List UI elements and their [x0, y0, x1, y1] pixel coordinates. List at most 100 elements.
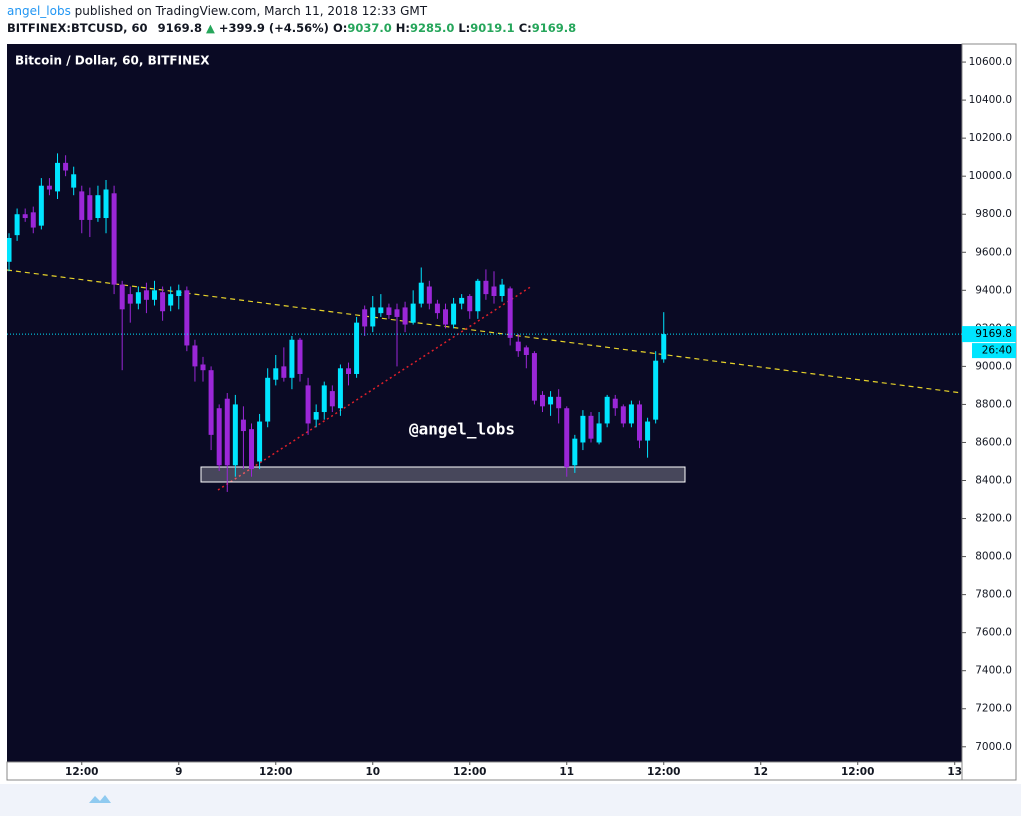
ohlc-value: 9037.0 [347, 21, 392, 35]
x-tick-label: 10 [365, 766, 380, 778]
candle-body [103, 189, 109, 219]
trend-line [7, 269, 962, 394]
candle-body [152, 290, 158, 300]
candle-body [281, 366, 287, 378]
candle-body [265, 377, 271, 422]
candle-body [135, 292, 141, 304]
y-tick-label: 7200.0 [975, 703, 1012, 715]
x-tick-label: 9 [175, 766, 182, 778]
chart-title: Bitcoin / Dollar, 60, BITFINEX [15, 54, 210, 68]
y-tick-label: 9600.0 [975, 246, 1012, 258]
candle-body [22, 214, 28, 219]
x-tick-label: 12:00 [453, 766, 486, 778]
logo [89, 795, 111, 803]
candle-body [459, 297, 465, 304]
y-tick-label: 8800.0 [975, 398, 1012, 410]
candle-body [370, 307, 376, 327]
published: published on TradingView.com, March 11, … [74, 4, 428, 18]
annotation: @angel_lobs [409, 420, 515, 439]
candle-body [289, 339, 295, 378]
y-tick-label: 10600.0 [969, 56, 1012, 68]
candle-body [273, 368, 279, 380]
y-tick-label: 9400.0 [975, 284, 1012, 296]
x-tick-label: 12 [753, 766, 768, 778]
x-tick-label: 12:00 [647, 766, 680, 778]
candle-body [7, 238, 12, 262]
candle-body [442, 309, 448, 325]
candle-body [483, 280, 489, 295]
candle-body [661, 334, 667, 360]
y-tick-label: 7000.0 [975, 741, 1012, 753]
candle-body [257, 421, 263, 462]
candle-body [531, 353, 537, 401]
footer [0, 784, 1021, 816]
y-tick-label: 10000.0 [969, 170, 1012, 182]
candle-body [580, 415, 586, 443]
candle-body [539, 394, 545, 407]
ohlc-value: 9169.8 [531, 21, 577, 35]
candle-body [636, 404, 642, 441]
candle-body [297, 339, 303, 374]
chart: Bitcoin / Dollar, 60, BITFINEX @angel_lo… [6, 43, 1017, 781]
x-tick-label: 13 [947, 766, 962, 778]
candle-body [240, 419, 246, 432]
candle-body [346, 368, 352, 374]
arrow: ▲ [205, 21, 215, 35]
candle-body [176, 290, 182, 297]
candle-body [63, 162, 69, 171]
candle-body [499, 284, 505, 297]
candle-body [232, 404, 238, 466]
candle-body [564, 408, 570, 468]
y-tick-label: 9800.0 [975, 208, 1012, 220]
candle-body [30, 212, 36, 228]
x-tick-label: 11 [559, 766, 574, 778]
candle-body [38, 185, 44, 226]
candle-body [362, 309, 368, 327]
candle-body [572, 438, 578, 466]
candle-body [418, 282, 424, 304]
candle-body [143, 290, 149, 300]
candle-body [168, 294, 174, 306]
countdown: 26:40 [982, 345, 1012, 357]
candle-body [160, 292, 166, 312]
publish-line: angel_lobs published on TradingView.com,… [7, 4, 427, 18]
candle-body [556, 396, 562, 409]
candle-body [596, 423, 602, 443]
candle-body [46, 185, 52, 190]
candle-body [321, 385, 327, 413]
countdown-box [972, 343, 1016, 359]
candle-body [612, 398, 618, 409]
x-tick-label: 12:00 [65, 766, 98, 778]
candle-body [224, 398, 230, 466]
candle-body [71, 174, 77, 188]
candle-body [305, 385, 311, 424]
candle-body [378, 307, 384, 314]
candle-body [313, 412, 319, 420]
candle-body [628, 404, 634, 424]
candle-body [386, 307, 392, 316]
candle-body [604, 396, 610, 424]
support-zone [200, 466, 686, 483]
y-tick-label: 7800.0 [975, 589, 1012, 601]
candle-body [55, 162, 61, 192]
candle-body [645, 421, 651, 441]
candle-body [249, 429, 255, 470]
candle-body [451, 303, 457, 325]
candle-body [119, 284, 125, 310]
candle-body [402, 307, 408, 325]
y-tick-label: 7400.0 [975, 665, 1012, 677]
x-tick-label: 12:00 [841, 766, 874, 778]
candle-body [192, 345, 198, 367]
candle-body [653, 360, 659, 420]
ohlc-value: 9019.1 [470, 21, 515, 35]
y-tick-label: 8200.0 [975, 513, 1012, 525]
candle-body [200, 364, 206, 371]
candle-body [208, 370, 214, 435]
candle-body [515, 341, 521, 352]
ohlc-label: O: [332, 21, 348, 35]
last-price-label: 9169.8 [975, 328, 1012, 340]
y-tick-label: 9000.0 [975, 360, 1012, 372]
candle-body [394, 309, 400, 317]
author[interactable]: angel_lobs [7, 4, 71, 18]
